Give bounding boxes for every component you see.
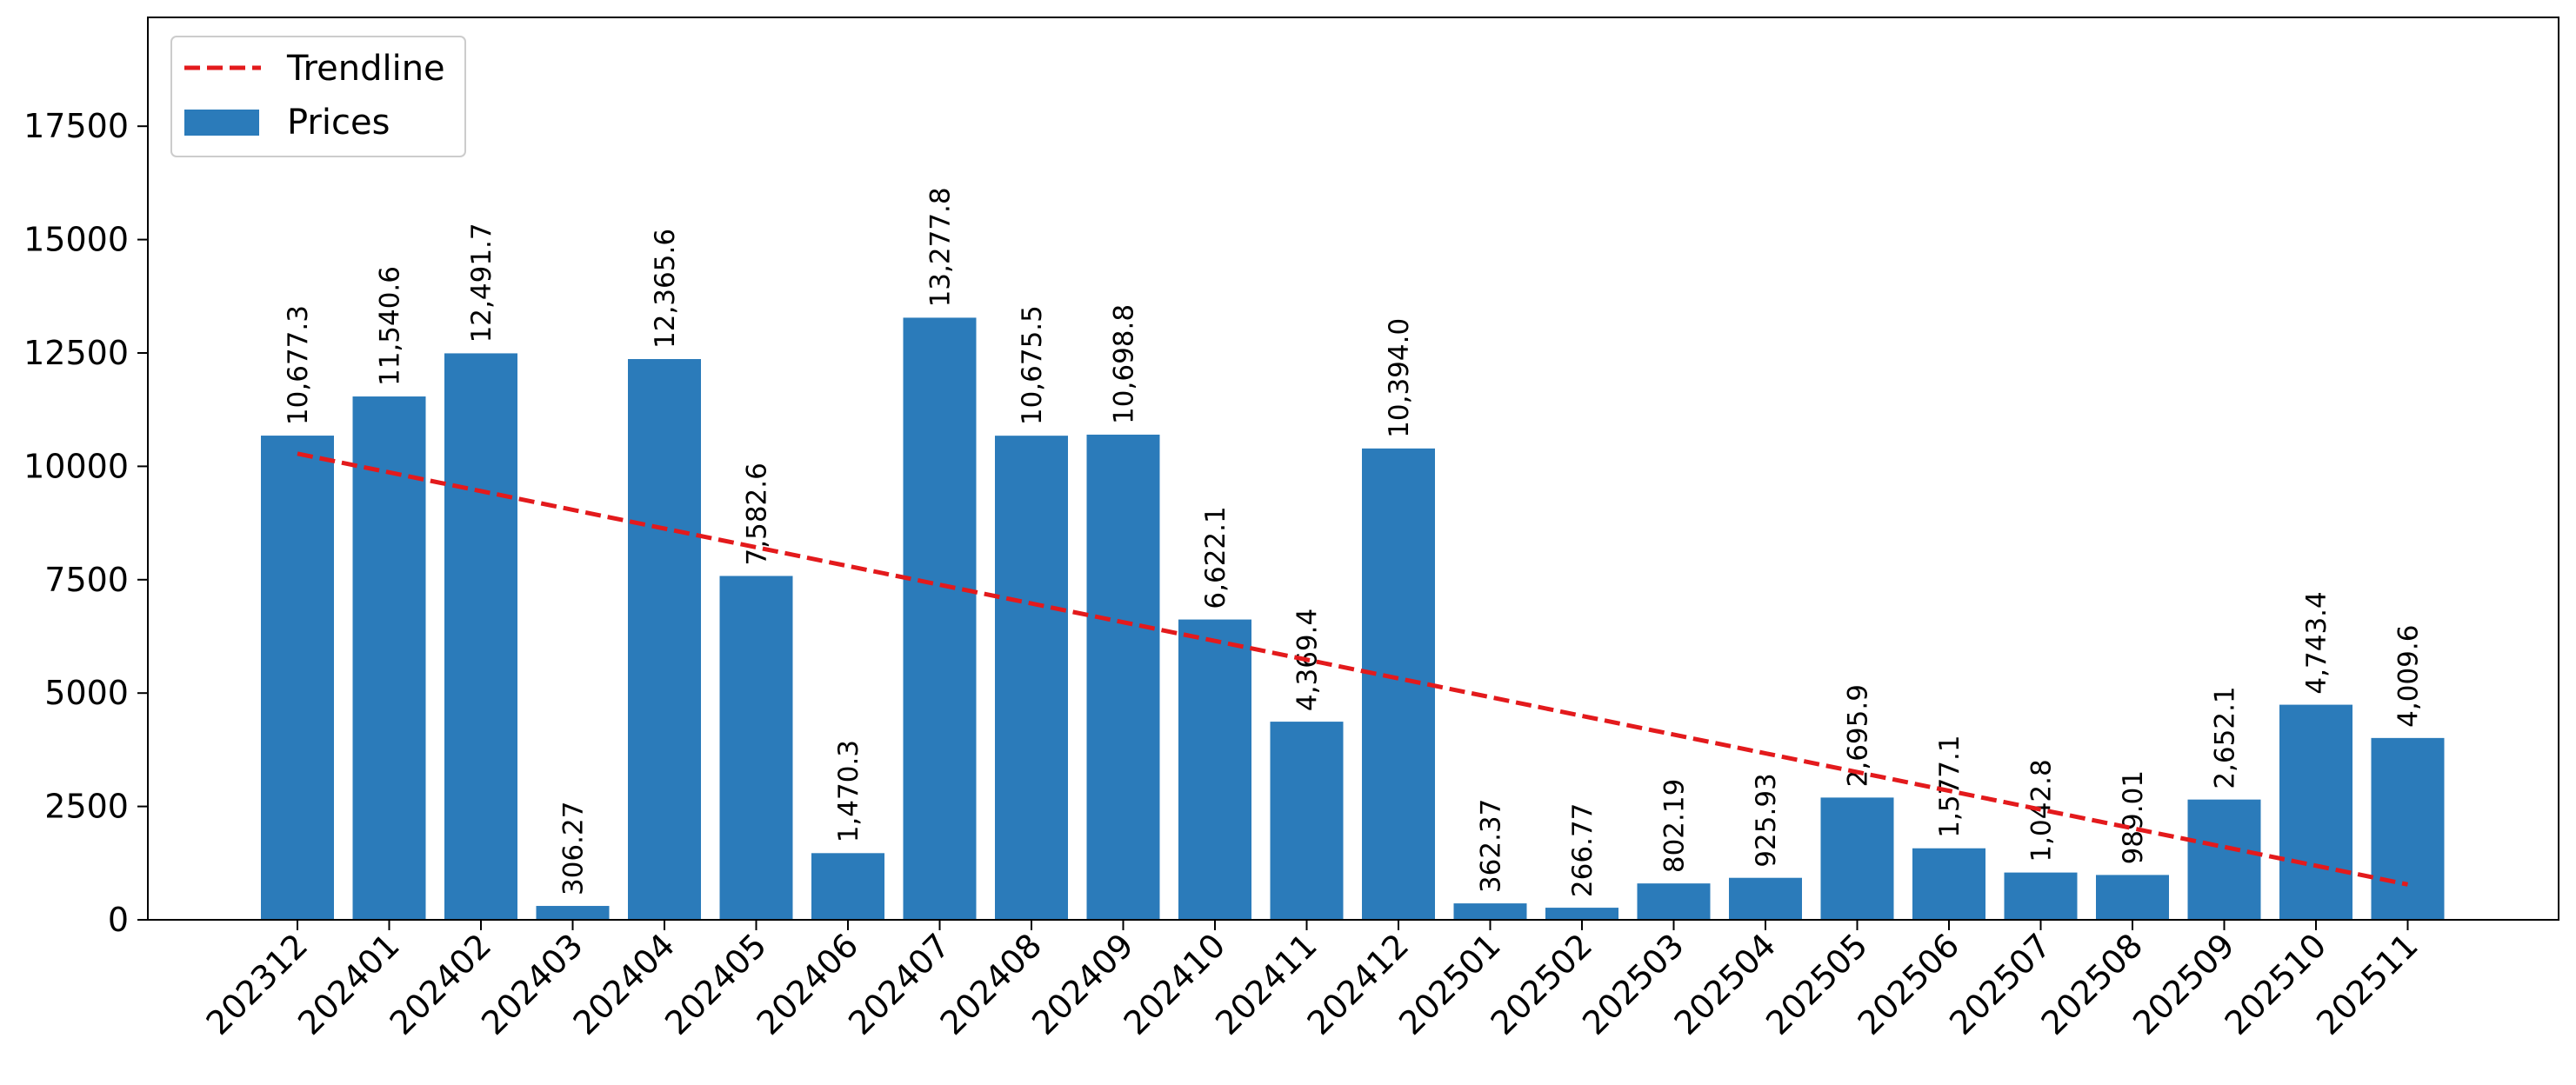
bar-value-label: 10,394.0	[1384, 318, 1415, 438]
bar-202511	[2371, 737, 2445, 920]
y-tick-label: 2500	[44, 788, 129, 826]
bar-value-label: 12,365.6	[650, 229, 681, 349]
bar-202404	[628, 359, 701, 920]
bar-202508	[2096, 875, 2169, 920]
bar-202503	[1637, 883, 1711, 920]
bar-202510	[2279, 704, 2352, 920]
bar-202407	[903, 317, 977, 920]
y-tick-label: 12500	[23, 334, 129, 372]
bar-202507	[2004, 872, 2078, 920]
trendline	[297, 451, 2409, 887]
bar-value-label: 10,677.3	[283, 305, 314, 425]
bar-202402	[444, 353, 517, 921]
bars-layer	[261, 317, 2445, 921]
bar-value-label: 2,652.1	[2210, 686, 2241, 789]
y-tick-label: 7500	[44, 561, 129, 599]
bar-202312	[261, 436, 334, 920]
legend-label-prices: Prices	[287, 103, 390, 143]
bar-202405	[719, 576, 793, 920]
bar-value-label: 11,540.6	[375, 266, 406, 386]
bar-value-label: 989.01	[2118, 770, 2149, 864]
bar-202501	[1453, 903, 1527, 920]
bar-202403	[536, 906, 610, 920]
bar-202504	[1729, 877, 1802, 920]
bar-202502	[1545, 908, 1618, 920]
bar-value-label: 4,743.4	[2301, 591, 2332, 694]
bar-202412	[1362, 448, 1435, 920]
bar-value-label: 362.37	[1476, 799, 1507, 893]
bar-value-label: 1,470.3	[833, 740, 864, 842]
bar-value-label: 306.27	[558, 802, 590, 895]
y-tick-label: 17500	[23, 107, 129, 145]
legend-prices-swatch	[184, 110, 259, 136]
legend-label-trendline: Trendline	[286, 49, 445, 89]
bar-202409	[1086, 434, 1160, 920]
bar-value-label: 266.77	[1567, 803, 1598, 897]
y-tick-label: 10000	[23, 447, 129, 485]
y-tick-label: 5000	[44, 674, 129, 712]
legend: Trendline Prices	[170, 36, 466, 157]
bar-value-label: 12,491.7	[466, 223, 497, 343]
bar-value-label: 925.93	[1751, 773, 1782, 867]
bar-202401	[352, 396, 426, 920]
bar-value-label: 4,009.6	[2393, 625, 2425, 728]
bar-202406	[811, 853, 884, 920]
bar-value-label: 802.19	[1659, 779, 1691, 873]
bar-value-label: 1,577.1	[1934, 735, 1965, 837]
bar-202509	[2187, 799, 2261, 920]
bar-202505	[1820, 797, 1894, 920]
bar-202506	[1912, 848, 1985, 920]
bar-value-label: 10,698.8	[1109, 304, 1140, 424]
bar-202408	[995, 436, 1068, 920]
bar-value-label: 10,675.5	[1017, 305, 1048, 425]
trendline-layer	[297, 451, 2409, 887]
bar-202410	[1178, 619, 1251, 920]
bar-value-label: 2,695.9	[1843, 684, 1874, 787]
bar-value-label: 13,277.8	[925, 187, 957, 307]
plot-frame	[147, 17, 2559, 921]
bar-202411	[1270, 722, 1344, 920]
y-tick-label: 15000	[23, 221, 129, 259]
y-axis: 0 2500 5000 7500 10000 12500 15000 17500	[23, 107, 148, 939]
y-tick-label: 0	[108, 901, 129, 939]
bar-labels-layer: 10,677.3 11,540.6 12,491.7306.2712,365.67,…	[283, 187, 2425, 897]
bar-value-label: 6,622.1	[1200, 506, 1231, 609]
